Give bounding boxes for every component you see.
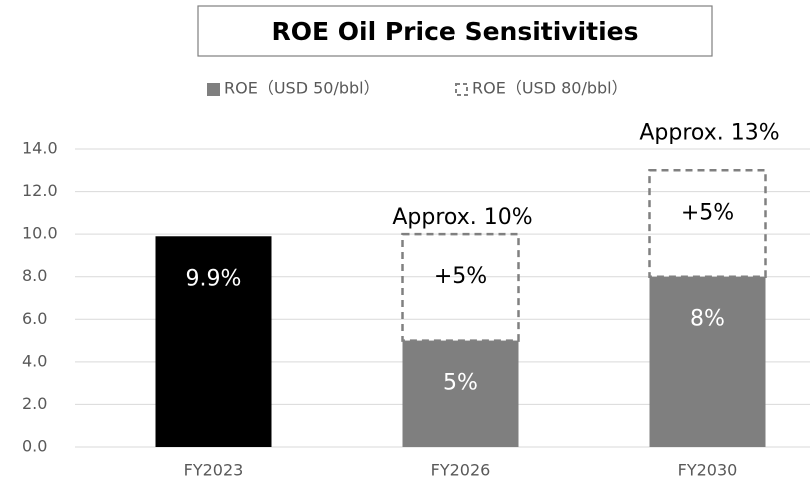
- bar-segment: [648, 169, 767, 278]
- y-tick-label: 14.0: [22, 139, 58, 158]
- annotation: Approx. 10%: [392, 205, 532, 230]
- data-label: +5%: [434, 264, 487, 289]
- bar-segment: [402, 340, 519, 447]
- legend-label: ROE（USD 50/bbl）: [224, 79, 380, 98]
- data-label: +5%: [681, 200, 734, 225]
- annotation: Approx. 13%: [639, 120, 779, 145]
- bar-segment: [155, 236, 272, 447]
- x-tick-label: FY2026: [431, 461, 491, 480]
- legend-swatch: [207, 83, 220, 96]
- data-label: 9.9%: [186, 266, 242, 291]
- bar-segment: [401, 232, 520, 342]
- y-tick-label: 12.0: [22, 181, 58, 200]
- chart-title: ROE Oil Price Sensitivities: [271, 17, 638, 46]
- legend-swatch: [455, 83, 468, 96]
- y-tick-label: 4.0: [22, 351, 47, 370]
- y-tick-label: 0.0: [22, 437, 47, 456]
- title-box: [197, 5, 713, 57]
- y-tick-label: 6.0: [22, 309, 47, 328]
- legend-label: ROE（USD 80/bbl）: [472, 79, 628, 98]
- y-tick-label: 2.0: [22, 394, 47, 413]
- y-tick-label: 10.0: [22, 224, 58, 243]
- data-label: 8%: [690, 307, 725, 332]
- y-tick-label: 8.0: [22, 266, 47, 285]
- x-tick-label: FY2023: [184, 461, 244, 480]
- bar-segment: [649, 276, 766, 447]
- x-tick-label: FY2030: [678, 461, 738, 480]
- data-label: 5%: [443, 371, 478, 396]
